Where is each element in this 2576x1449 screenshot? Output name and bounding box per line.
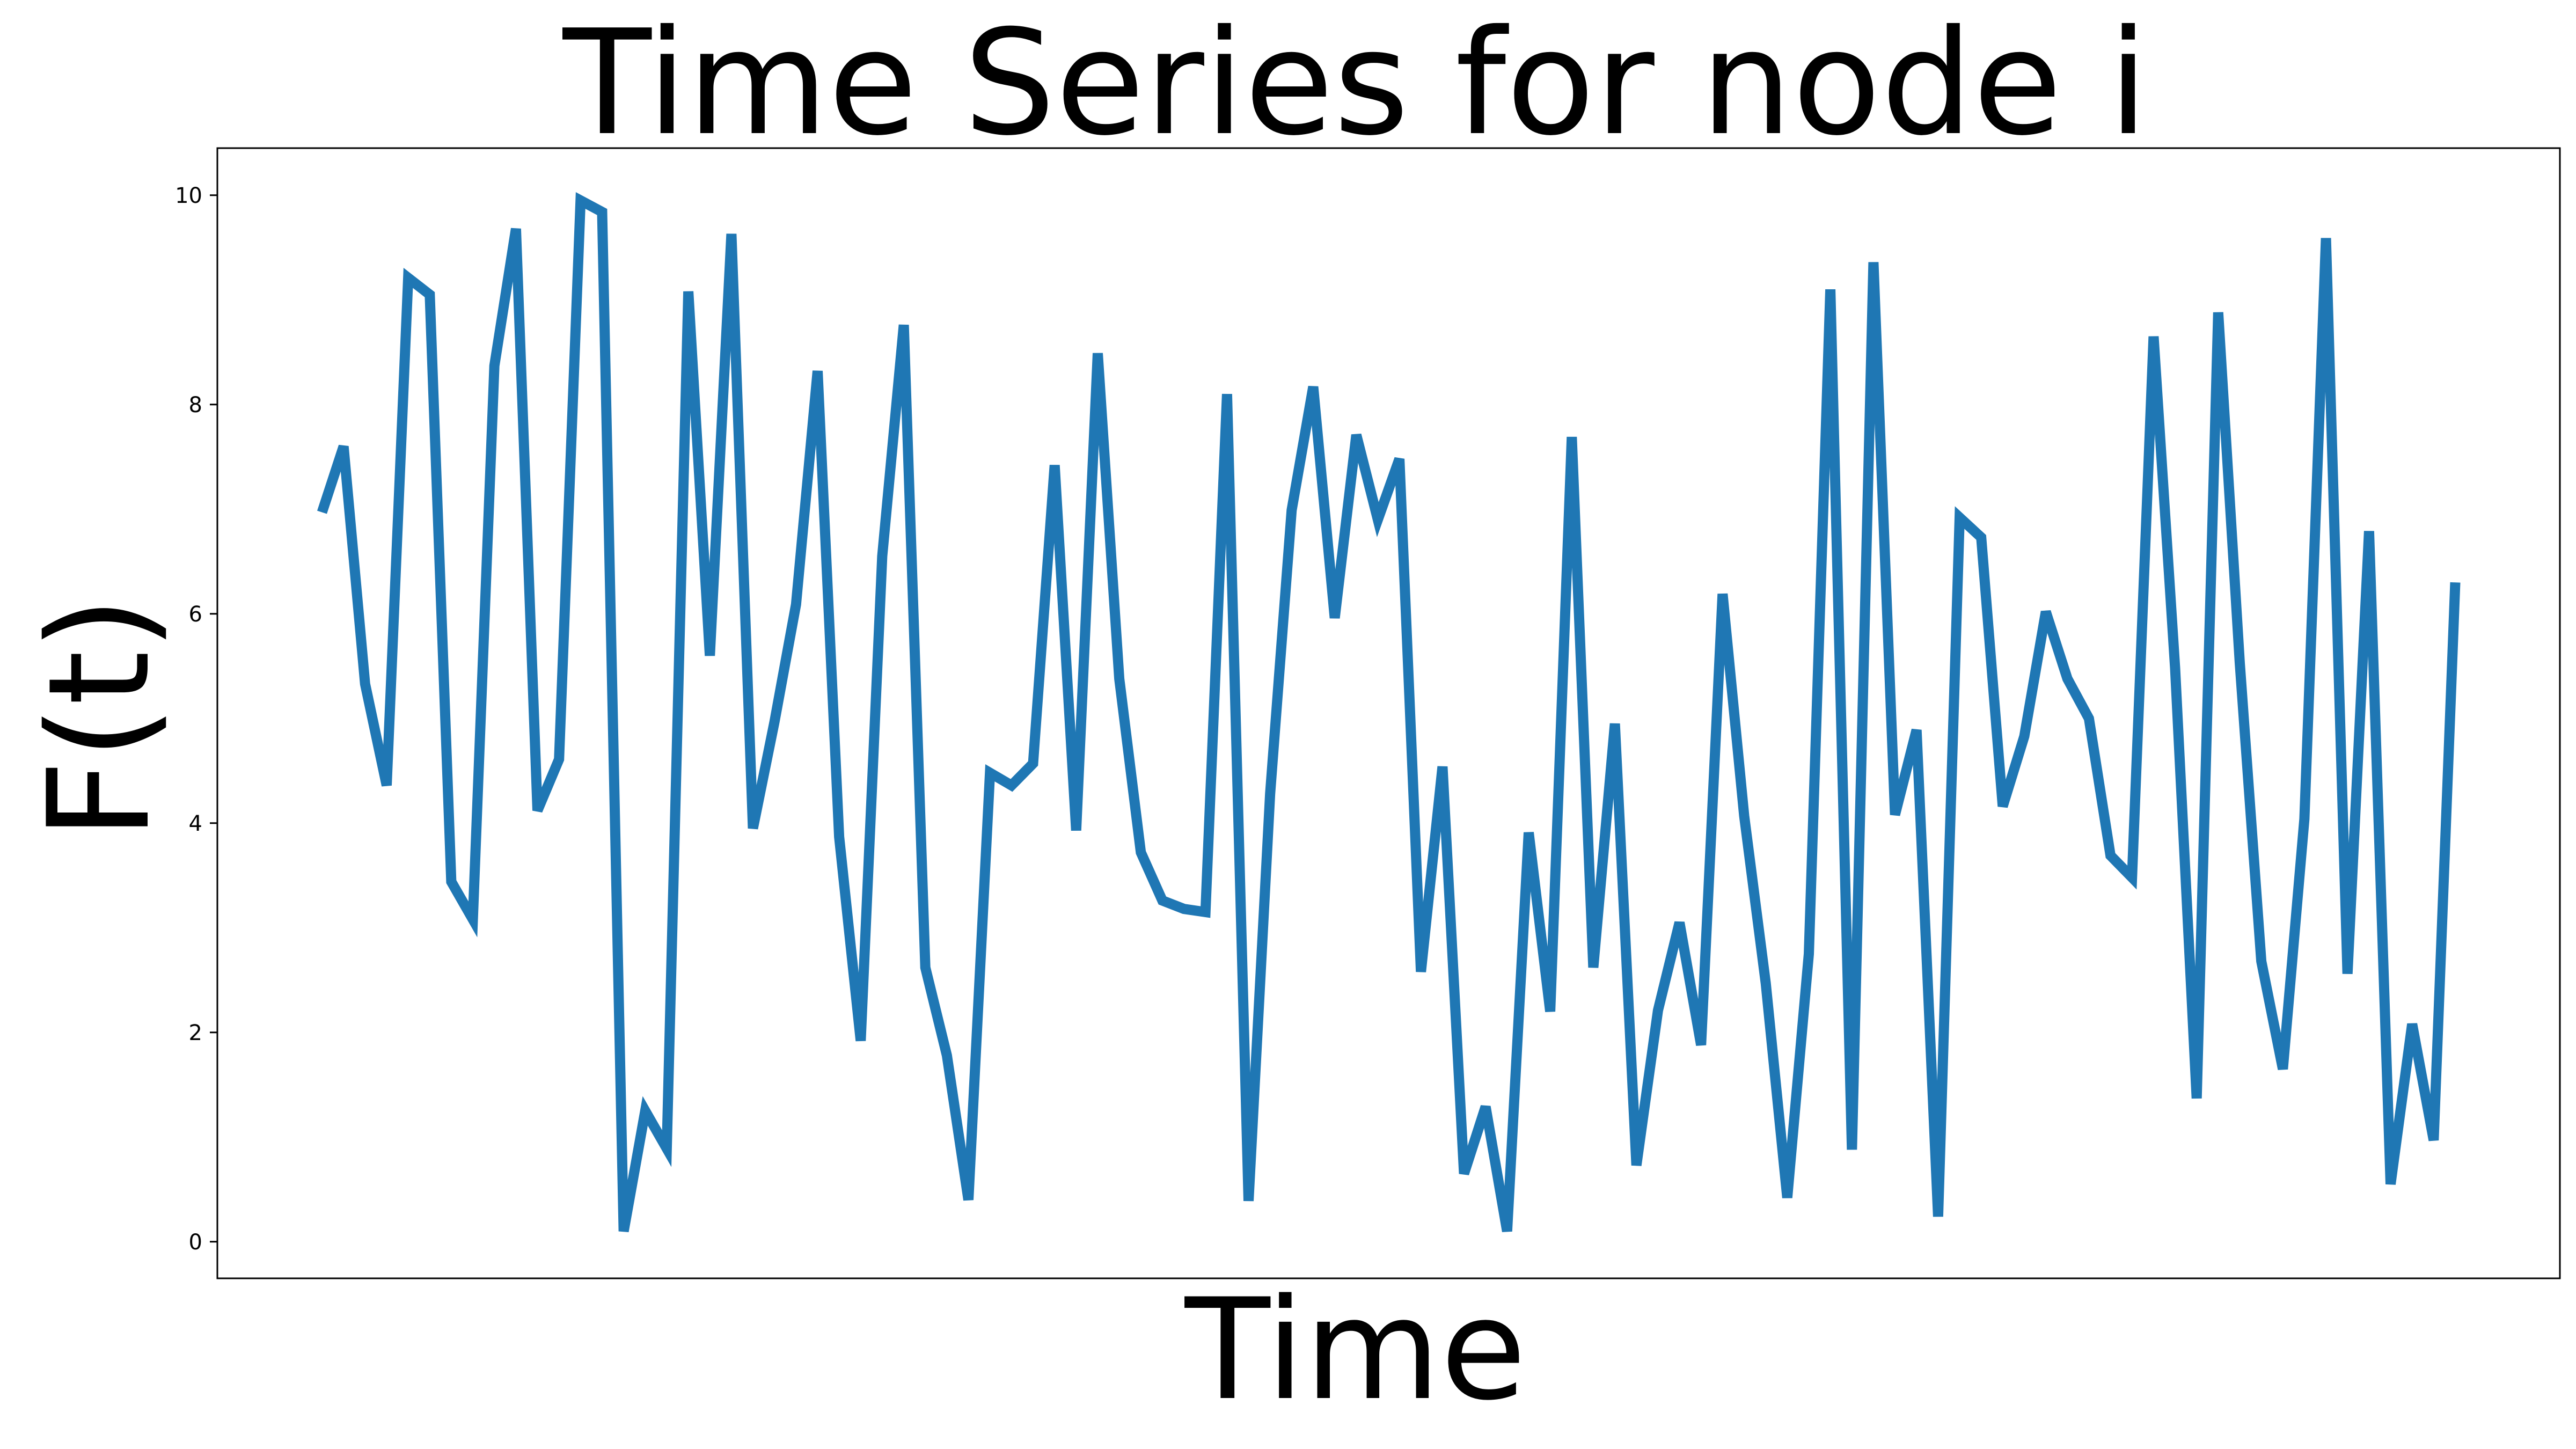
y-tick-label: 6: [189, 602, 202, 627]
y-tick-label: 0: [189, 1230, 202, 1255]
series-line: [317, 192, 2461, 1232]
x-axis-label: Time: [1183, 1269, 1526, 1431]
plot-area: 0 2 4 6 8 10: [175, 147, 2561, 1279]
y-tick-label: 8: [189, 393, 202, 418]
y-tick-label: 10: [175, 184, 202, 208]
y-axis-label: F(t): [19, 596, 181, 840]
axes-frame: [216, 147, 2561, 1279]
chart-title: Time Series for node i: [561, 0, 2149, 167]
y-tick-label: 2: [189, 1021, 202, 1045]
y-tick-label: 4: [189, 811, 202, 836]
